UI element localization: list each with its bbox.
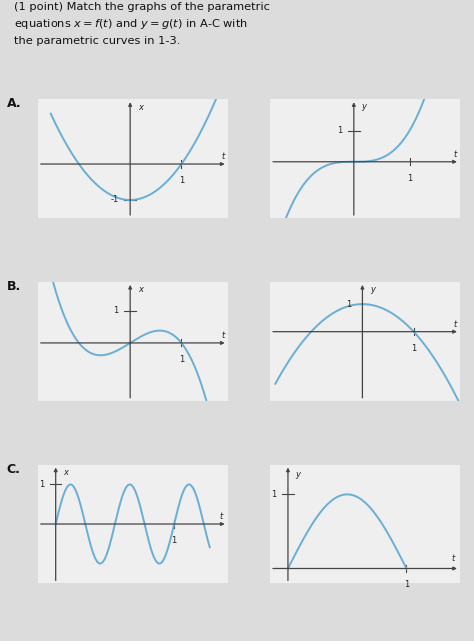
Text: 1: 1 — [271, 490, 277, 499]
Text: y: y — [370, 285, 375, 294]
Text: C.: C. — [7, 463, 21, 476]
Text: -1: -1 — [110, 196, 119, 204]
Text: x: x — [64, 468, 68, 477]
Text: 1: 1 — [172, 536, 177, 545]
Text: t: t — [453, 149, 456, 159]
Text: y: y — [296, 470, 301, 479]
Text: 1: 1 — [411, 344, 416, 353]
Text: 1: 1 — [337, 126, 342, 135]
Text: t: t — [219, 512, 222, 521]
Text: A.: A. — [7, 97, 21, 110]
Text: x: x — [138, 285, 143, 294]
Text: 1: 1 — [179, 355, 184, 364]
Text: t: t — [454, 320, 457, 329]
Text: B.: B. — [7, 280, 21, 293]
Text: 1: 1 — [179, 176, 184, 185]
Text: 1: 1 — [407, 174, 412, 183]
Text: x: x — [138, 103, 143, 112]
Text: t: t — [451, 554, 455, 563]
Text: 1: 1 — [114, 306, 119, 315]
Text: 1: 1 — [404, 580, 409, 589]
Text: t: t — [221, 152, 225, 161]
Text: (1 point) Match the graphs of the parametric
equations $x = f(t)$ and $y = g(t)$: (1 point) Match the graphs of the parame… — [14, 1, 270, 46]
Text: y: y — [361, 103, 366, 112]
Text: t: t — [221, 331, 225, 340]
Text: 1: 1 — [346, 299, 351, 308]
Text: 1: 1 — [39, 480, 45, 489]
